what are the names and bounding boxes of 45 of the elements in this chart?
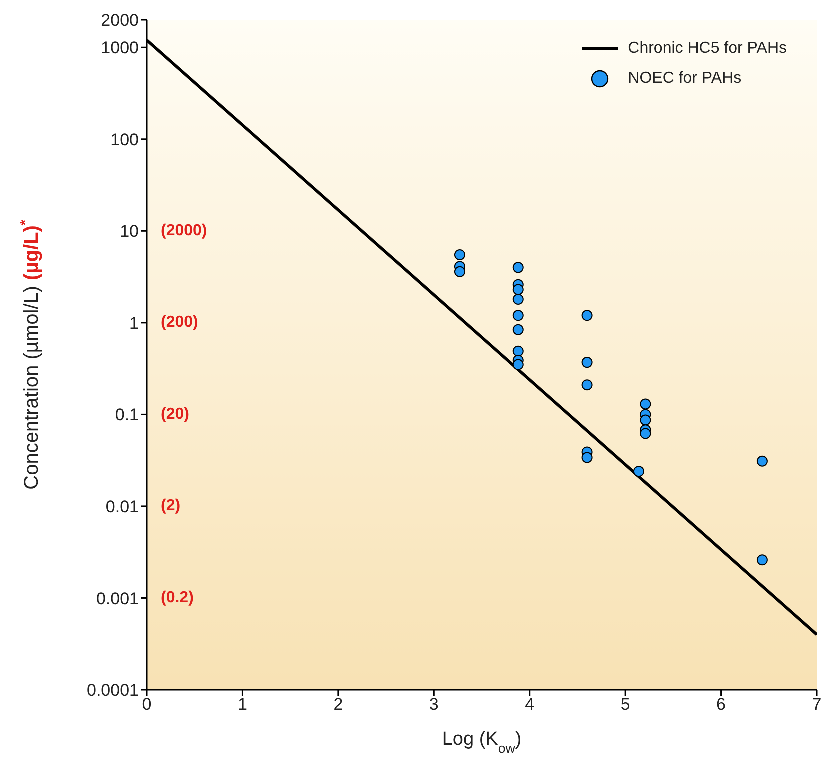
point <box>454 266 466 278</box>
legend-label: Chronic HC5 for PAHs <box>628 40 787 58</box>
x-tick-label: 4 <box>525 695 535 714</box>
y-tick-label: 0.001 <box>96 589 139 608</box>
point <box>640 398 652 410</box>
x-tick-label: 7 <box>812 695 821 714</box>
y-tick-label: 1 <box>130 314 139 333</box>
point <box>512 262 524 274</box>
point <box>582 310 593 322</box>
y-tick-label: 2000 <box>101 11 139 30</box>
annotation: (2000) <box>161 222 208 240</box>
annotation: (0.2) <box>161 589 194 606</box>
point <box>582 357 593 368</box>
annotation: (20) <box>161 406 190 423</box>
point <box>582 452 593 464</box>
y-tick-label: 0.01 <box>106 498 139 516</box>
x-tick-label: 1 <box>238 695 248 714</box>
y-tick-label: 0.1 <box>115 406 139 425</box>
point <box>512 310 524 322</box>
point <box>633 466 644 478</box>
y-tick-label: 0.0001 <box>87 681 139 700</box>
x-axis-title: Log (K$_{ow}$) <box>442 729 522 756</box>
point <box>512 324 524 336</box>
point <box>756 554 768 566</box>
point <box>640 428 652 440</box>
point <box>512 294 524 306</box>
point <box>454 249 466 260</box>
x-tick-label: 3 <box>429 695 439 714</box>
x-tick-label: 2 <box>334 695 344 714</box>
point <box>640 414 652 426</box>
point <box>756 456 768 467</box>
point <box>582 380 593 391</box>
point <box>512 284 524 296</box>
point <box>512 359 524 370</box>
x-tick-label: 0 <box>142 695 152 714</box>
legend-label: NOEC for PAHs <box>628 70 742 88</box>
x-tick-label: 6 <box>716 695 726 714</box>
y-tick-label: 100 <box>110 130 139 150</box>
y-tick-label: 1000 <box>101 38 139 58</box>
point <box>512 346 524 357</box>
annotation: (2) <box>161 498 181 515</box>
y-tick-label: 10 <box>120 222 139 242</box>
y-axis-title: Concentration (µmol/L) <box>21 280 43 490</box>
x-tick-label: 5 <box>620 695 630 714</box>
annotation: (200) <box>161 314 198 332</box>
